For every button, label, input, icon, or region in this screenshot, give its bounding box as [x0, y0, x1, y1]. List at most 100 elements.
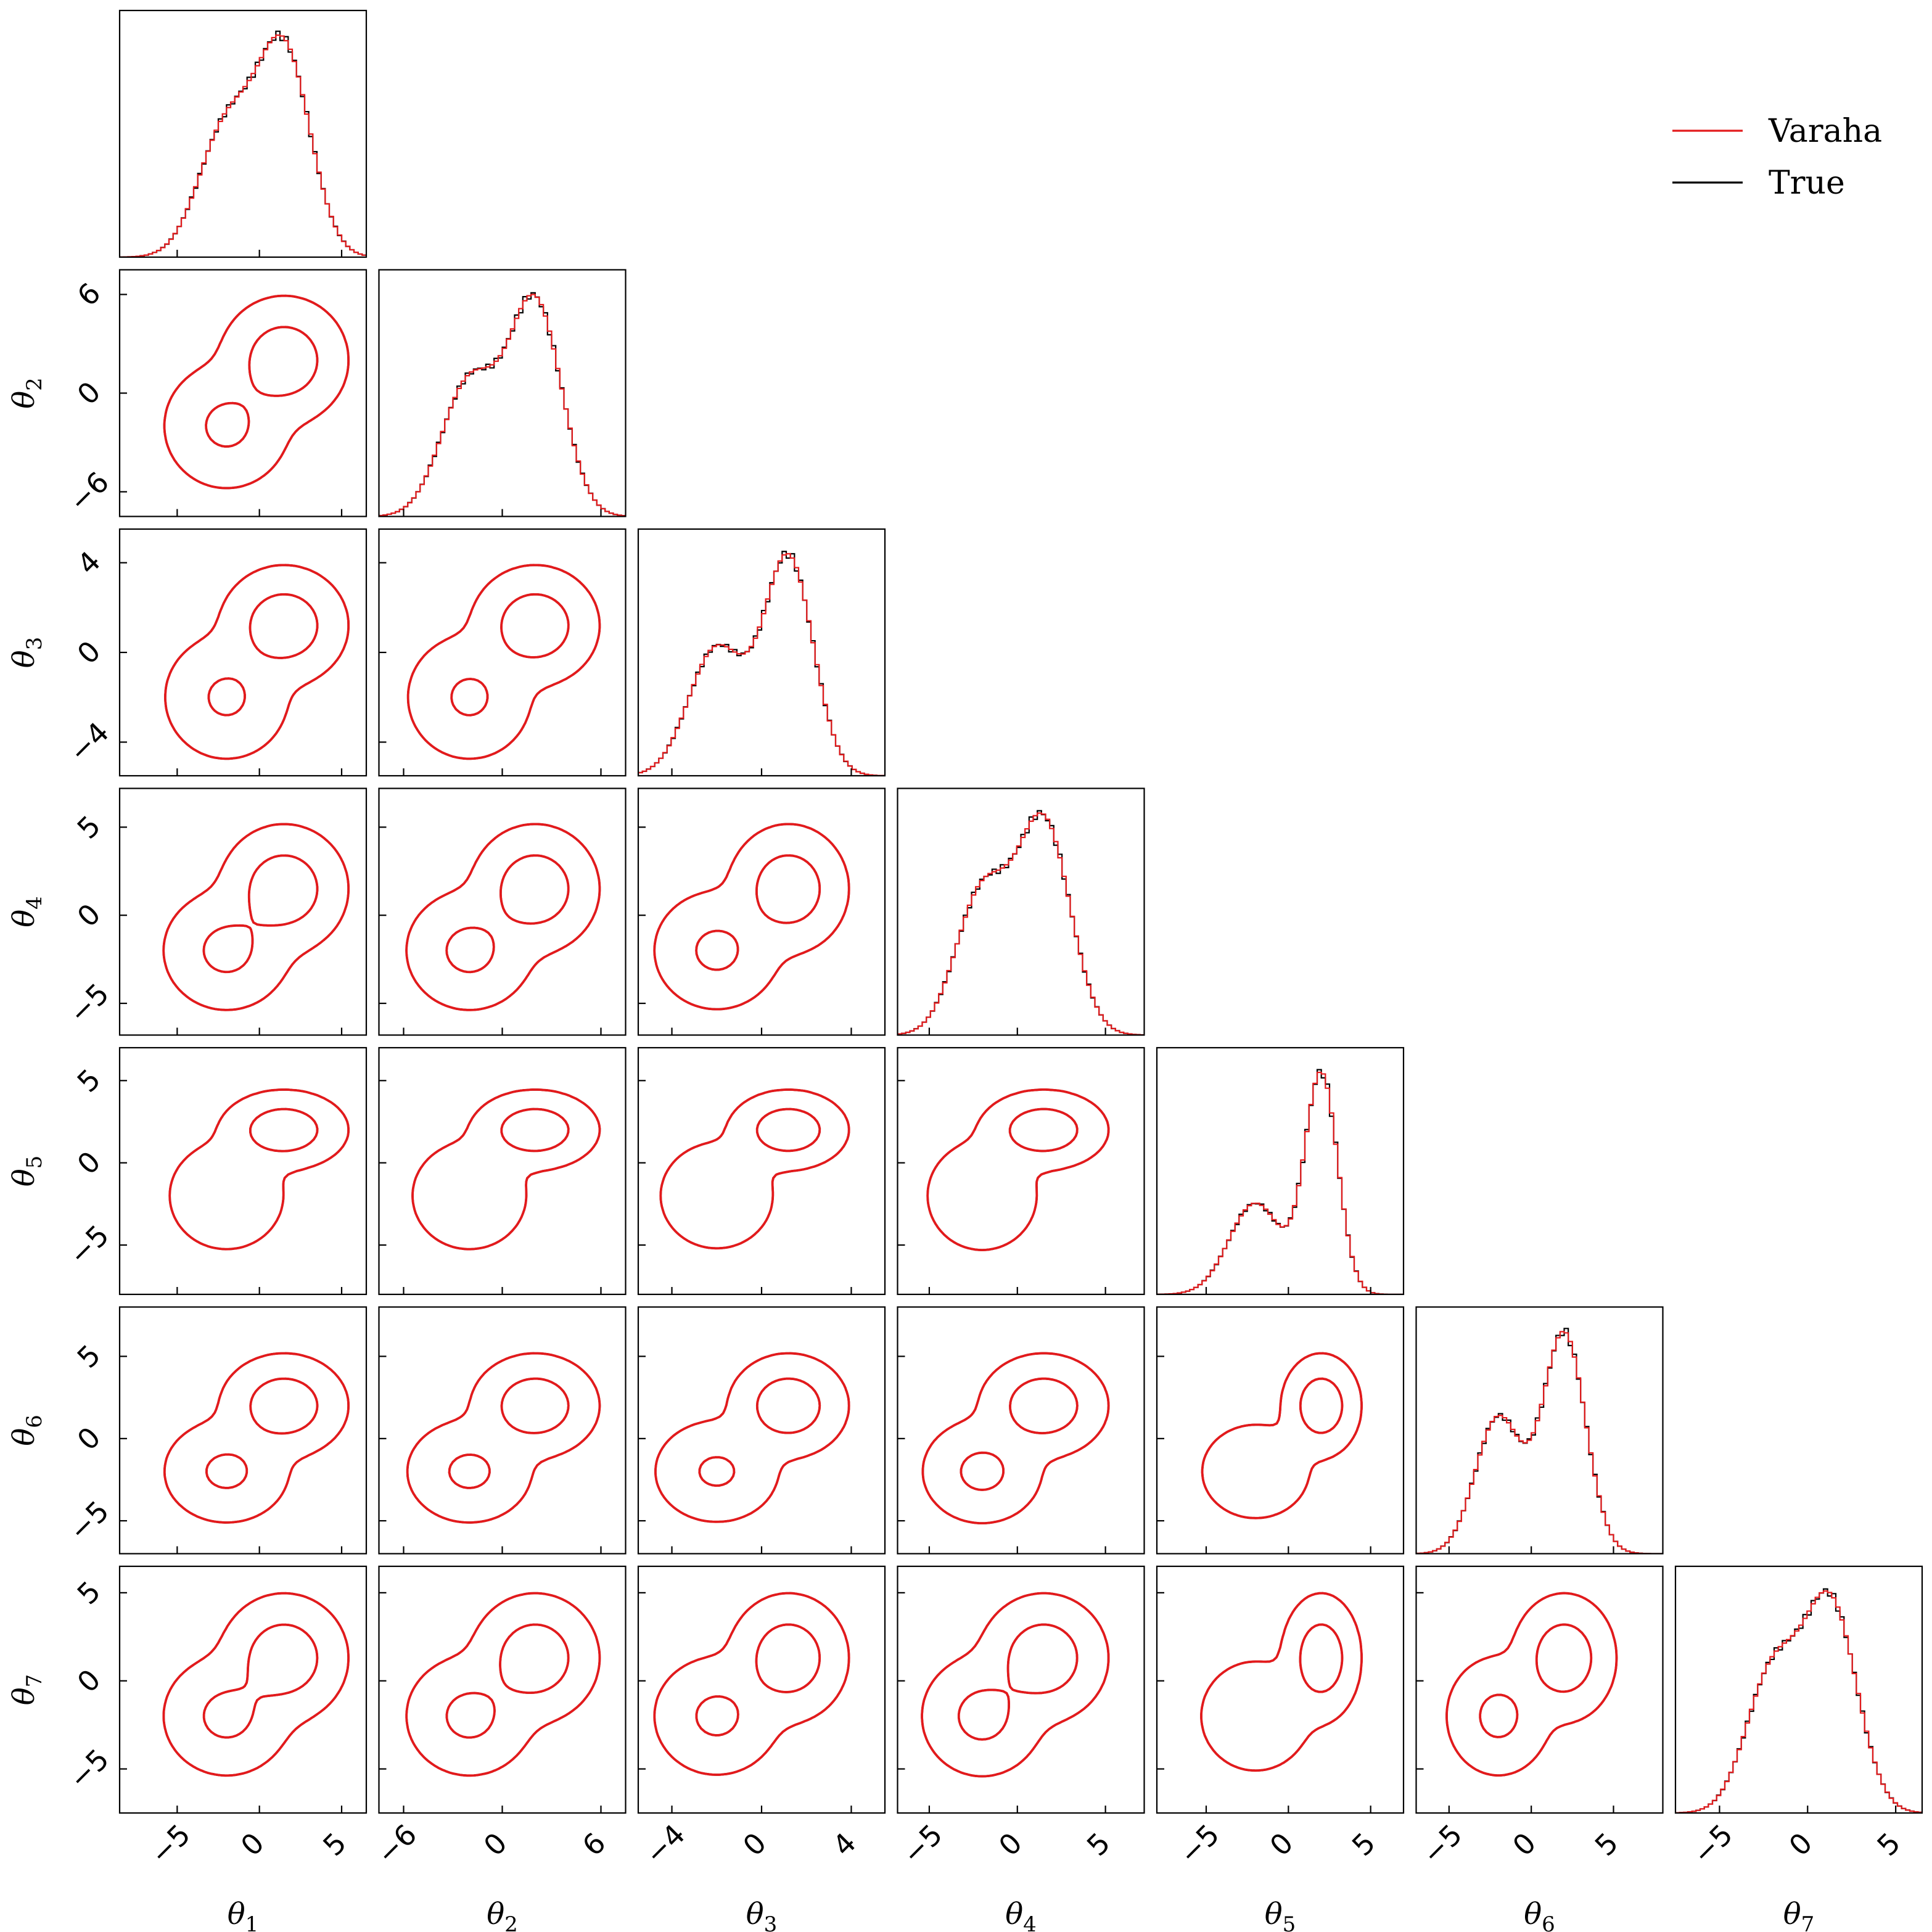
- y-axis-label-3: θ3: [7, 637, 47, 668]
- panel-frame: [1156, 1046, 1405, 1296]
- histogram-varaha-6: [1416, 1331, 1663, 1554]
- contour-varaha-outer: [207, 593, 319, 717]
- contour-varaha-outer: [695, 1623, 821, 1737]
- x-tick-label: 0: [477, 1826, 514, 1862]
- contour-varaha-outer: [1299, 1623, 1344, 1693]
- contour-varaha-inner: [1200, 1592, 1363, 1772]
- contour-true-inner: [926, 1088, 1110, 1251]
- contour-varaha-inner: [653, 823, 850, 1011]
- contour-varaha-inner: [164, 564, 350, 760]
- contour-true-inner: [653, 823, 850, 1011]
- contour-true-inner: [405, 823, 601, 1011]
- contour-varaha-outer: [960, 1377, 1079, 1491]
- contour-varaha-outer: [500, 1108, 570, 1153]
- x-tick-label: 5: [1080, 1826, 1117, 1862]
- panel-7-4: [897, 1565, 1145, 1814]
- panel-5-1: [118, 1046, 368, 1296]
- x-tick-label: −4: [638, 1818, 691, 1871]
- histogram-varaha-1: [120, 34, 366, 257]
- contour-varaha-inner: [926, 1088, 1110, 1251]
- panel-frame: [378, 787, 627, 1036]
- x-tick-label: 4: [826, 1826, 863, 1862]
- x-tick-label: 5: [316, 1826, 353, 1862]
- y-tick-label: 5: [71, 1338, 107, 1375]
- contour-varaha-inner: [411, 1088, 601, 1251]
- x-axis-label-7: θ7: [1783, 1897, 1815, 1932]
- panel-frame: [118, 528, 368, 777]
- panel-frame: [1415, 1565, 1664, 1814]
- panel-3-3: [637, 528, 886, 777]
- panel-5-3: [637, 1046, 886, 1296]
- x-tick-label: 0: [1783, 1826, 1819, 1862]
- panel-6-4: [897, 1306, 1145, 1555]
- histogram-varaha-5: [1157, 1071, 1404, 1294]
- contour-varaha-inner: [659, 1088, 850, 1250]
- contour-varaha-inner: [163, 1352, 350, 1524]
- contour-true-inner: [163, 1352, 350, 1524]
- panel-frame: [1156, 1565, 1405, 1814]
- y-tick-label: 0: [71, 1420, 107, 1457]
- y-axis-label-2: θ2: [7, 377, 47, 409]
- contour-true-outer: [448, 1377, 570, 1489]
- y-tick-label: −5: [62, 977, 115, 1030]
- contour-true-outer: [445, 1623, 570, 1739]
- legend-label-varaha: Varaha: [1768, 113, 1882, 150]
- panel-frame: [378, 528, 627, 777]
- contour-varaha-outer: [202, 1623, 319, 1739]
- x-tick-label: 0: [736, 1826, 773, 1862]
- contour-varaha-inner: [1201, 1352, 1363, 1519]
- histogram-true-3: [638, 551, 885, 776]
- panel-frame: [637, 1306, 886, 1555]
- panel-frame: [637, 1046, 886, 1296]
- contour-varaha-outer: [1479, 1623, 1593, 1738]
- x-tick-label: 5: [1346, 1826, 1382, 1862]
- y-tick-label: −5: [62, 1743, 115, 1796]
- contour-true-outer: [960, 1377, 1079, 1491]
- x-tick-label: 0: [234, 1826, 271, 1862]
- contour-varaha-inner: [163, 294, 350, 490]
- panel-4-2: [378, 787, 627, 1036]
- contour-true-inner: [406, 1352, 601, 1524]
- contour-varaha-inner: [406, 1352, 601, 1524]
- contour-true-inner: [162, 1592, 350, 1777]
- y-axis-label-7: θ7: [7, 1674, 47, 1706]
- y-axis-label-4: θ4: [7, 896, 47, 927]
- contour-varaha-inner: [654, 1352, 850, 1523]
- y-tick-label: 5: [71, 809, 107, 845]
- panel-frame: [118, 1565, 368, 1814]
- panel-7-3: [637, 1565, 886, 1814]
- panel-frame: [378, 1306, 627, 1555]
- histogram-true-6: [1416, 1328, 1663, 1554]
- contour-true-inner: [1201, 1352, 1363, 1519]
- contour-varaha-outer: [755, 1108, 821, 1153]
- panel-1-1: [118, 9, 368, 258]
- panel-6-1: [118, 1306, 368, 1555]
- contour-varaha-outer: [695, 854, 821, 971]
- contour-varaha-inner: [653, 1592, 850, 1776]
- panel-4-4: [897, 787, 1145, 1036]
- contour-varaha-outer: [1299, 1377, 1344, 1434]
- contour-true-inner: [163, 294, 350, 490]
- panel-frame: [897, 787, 1145, 1036]
- contour-varaha-inner: [405, 823, 601, 1011]
- contour-varaha-outer: [1008, 1108, 1079, 1153]
- panel-2-2: [378, 269, 627, 517]
- contour-true-outer: [695, 1623, 821, 1737]
- panel-frame: [118, 269, 368, 517]
- axis-annotations: −5 0 5 θ1 −6 0 6 θ2 −4 0 4 θ3 −5 0 5 θ4 −5 0 5 θ5 −5 0 5 θ6 −5 0 5…: [7, 276, 1907, 1932]
- histogram-varaha-2: [379, 294, 626, 517]
- y-tick-label: 0: [71, 635, 107, 671]
- panel-5-4: [897, 1046, 1145, 1296]
- panel-5-5: [1156, 1046, 1405, 1296]
- contour-varaha-outer: [450, 593, 570, 717]
- y-axis-label-6: θ6: [7, 1415, 47, 1446]
- panel-3-1: [118, 528, 368, 777]
- histogram-true-1: [120, 30, 366, 257]
- x-tick-label: −5: [1686, 1818, 1739, 1871]
- contour-true-outer: [450, 593, 570, 717]
- contour-true-inner: [164, 564, 350, 760]
- y-tick-label: 6: [71, 276, 107, 313]
- y-tick-label: 0: [71, 1145, 107, 1181]
- contour-true-inner: [168, 1088, 350, 1251]
- contour-varaha-outer: [205, 326, 319, 448]
